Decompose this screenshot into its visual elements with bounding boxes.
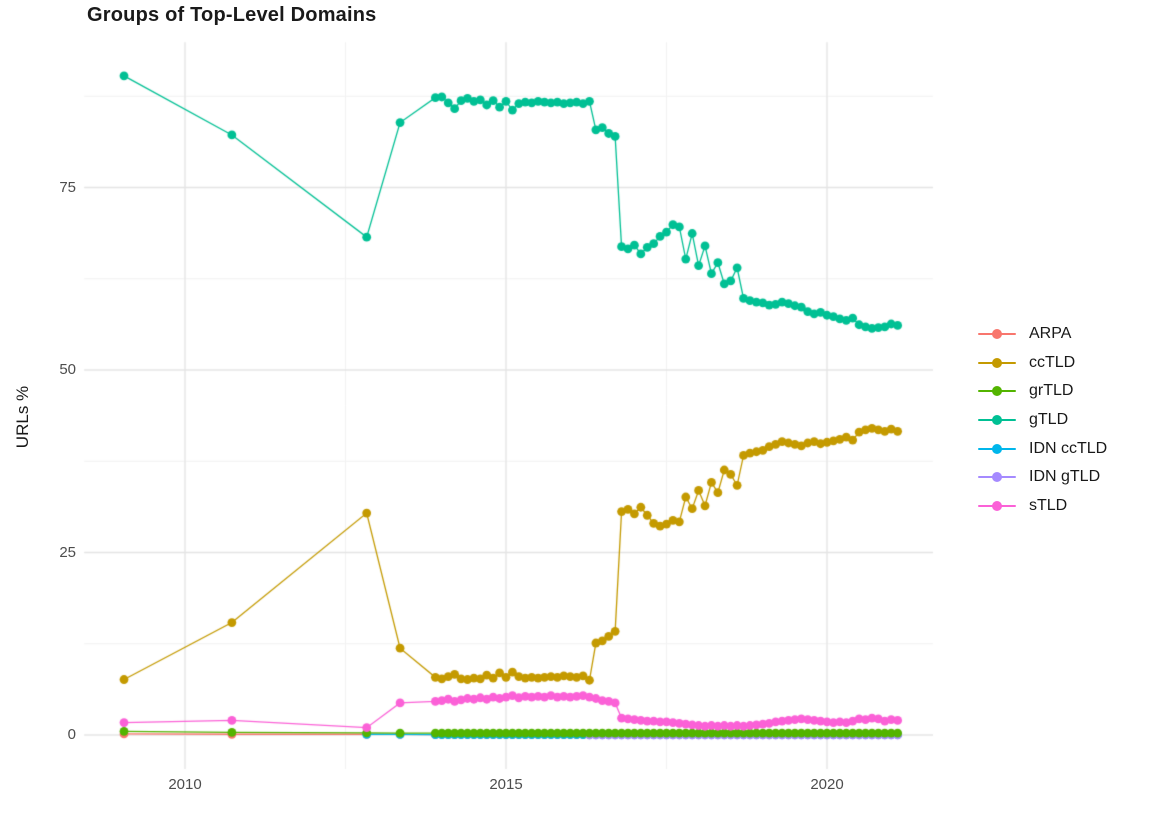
legend-item-gtld: gTLD xyxy=(978,406,1107,435)
legend-item-arpa: ARPA xyxy=(978,320,1107,349)
chart-legend: ARPA ccTLD grTLD gTLD IDN ccTLD IDN gTLD… xyxy=(978,320,1107,520)
legend-label: sTLD xyxy=(1029,496,1068,514)
legend-label: ccTLD xyxy=(1029,353,1076,371)
legend-item-grtld: grTLD xyxy=(978,377,1107,406)
legend-key-icon xyxy=(978,443,1016,455)
y-tick-label-0: 0 xyxy=(67,726,76,743)
legend-label: IDN gTLD xyxy=(1029,468,1101,486)
x-tick-label-2020: 2020 xyxy=(810,776,844,793)
legend-key-icon xyxy=(978,328,1016,340)
legend-label: gTLD xyxy=(1029,411,1069,429)
legend-label: ARPA xyxy=(1029,325,1072,343)
y-tick-label-25: 25 xyxy=(59,543,76,561)
x-tick-label-2015: 2015 xyxy=(489,776,523,793)
legend-label: IDN ccTLD xyxy=(1029,439,1108,457)
legend-key-icon xyxy=(978,414,1016,426)
legend-key-icon xyxy=(978,500,1016,512)
y-tick-label-75: 75 xyxy=(59,178,76,196)
legend-label: grTLD xyxy=(1029,382,1074,400)
chart-title: Groups of Top-Level Domains xyxy=(87,4,377,26)
legend-key-icon xyxy=(978,385,1016,397)
legend-item-idn-gtld: IDN gTLD xyxy=(978,463,1107,492)
legend-item-cctld: ccTLD xyxy=(978,349,1107,378)
legend-key-icon xyxy=(978,357,1016,369)
legend-key-icon xyxy=(978,471,1016,483)
x-tick-label-2010: 2010 xyxy=(168,776,202,793)
y-tick-label-50: 50 xyxy=(59,361,76,378)
legend-item-idn-cctld: IDN ccTLD xyxy=(978,434,1107,463)
legend-item-stld: sTLD xyxy=(978,492,1107,521)
